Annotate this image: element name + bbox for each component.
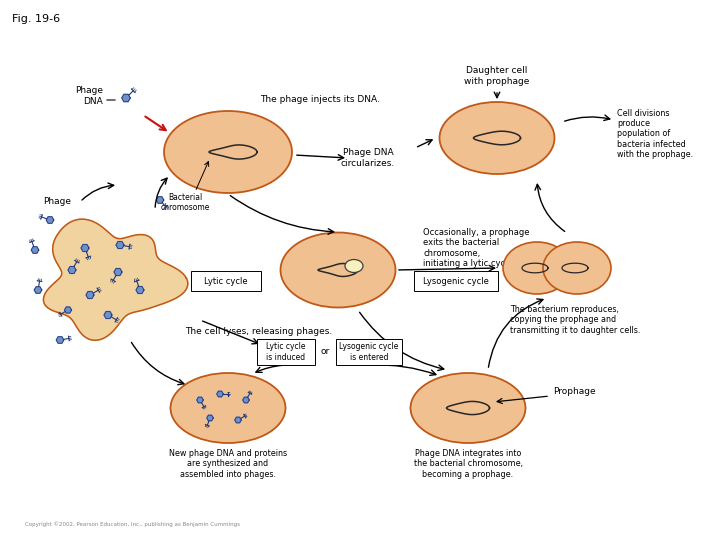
Ellipse shape bbox=[164, 111, 292, 193]
Ellipse shape bbox=[410, 373, 526, 443]
Text: Daughter cell
with prophage: Daughter cell with prophage bbox=[464, 66, 530, 86]
Polygon shape bbox=[43, 219, 188, 340]
Text: Cell divisions
produce
population of
bacteria infected
with the prophage.: Cell divisions produce population of bac… bbox=[617, 109, 693, 159]
Ellipse shape bbox=[281, 233, 395, 307]
Polygon shape bbox=[56, 337, 64, 343]
Polygon shape bbox=[197, 397, 203, 403]
Polygon shape bbox=[46, 217, 54, 223]
Polygon shape bbox=[104, 312, 112, 319]
Text: Occasionally, a prophage
exits the bacterial
chromosome,
initiating a lytic cycl: Occasionally, a prophage exits the bacte… bbox=[423, 228, 529, 268]
FancyBboxPatch shape bbox=[257, 339, 315, 365]
Ellipse shape bbox=[503, 242, 571, 294]
FancyBboxPatch shape bbox=[336, 339, 402, 365]
Polygon shape bbox=[156, 197, 163, 203]
Polygon shape bbox=[31, 247, 39, 253]
Ellipse shape bbox=[171, 373, 286, 443]
Polygon shape bbox=[243, 397, 249, 403]
Polygon shape bbox=[207, 415, 213, 421]
Text: Phage DNA
circularizes.: Phage DNA circularizes. bbox=[341, 148, 395, 168]
Polygon shape bbox=[217, 391, 223, 397]
Polygon shape bbox=[65, 307, 71, 313]
Text: Lysogenic cycle
is entered: Lysogenic cycle is entered bbox=[339, 342, 399, 362]
FancyBboxPatch shape bbox=[414, 271, 498, 291]
Text: Lysogenic cycle: Lysogenic cycle bbox=[423, 276, 489, 286]
Text: The cell lyses, releasing phages.: The cell lyses, releasing phages. bbox=[185, 327, 332, 336]
Text: Phage DNA integrates into
the bacterial chromosome,
becoming a prophage.: Phage DNA integrates into the bacterial … bbox=[413, 449, 523, 479]
Text: Lytic cycle
is induced: Lytic cycle is induced bbox=[266, 342, 306, 362]
Text: Lytic cycle: Lytic cycle bbox=[204, 276, 248, 286]
Polygon shape bbox=[122, 94, 130, 102]
Polygon shape bbox=[136, 287, 144, 293]
Text: The bacterium reproduces,
copying the prophage and
transmitting it to daughter c: The bacterium reproduces, copying the pr… bbox=[510, 305, 640, 335]
Ellipse shape bbox=[439, 102, 554, 174]
Text: Phage: Phage bbox=[43, 198, 71, 206]
FancyBboxPatch shape bbox=[191, 271, 261, 291]
Polygon shape bbox=[114, 268, 122, 275]
Text: or: or bbox=[320, 348, 330, 356]
Text: Copyright ©2002, Pearson Education, Inc., publishing as Benjamin Cummings: Copyright ©2002, Pearson Education, Inc.… bbox=[25, 521, 240, 527]
Polygon shape bbox=[68, 267, 76, 273]
Polygon shape bbox=[116, 241, 124, 248]
Ellipse shape bbox=[345, 260, 363, 273]
Polygon shape bbox=[235, 417, 241, 423]
Text: The phage injects its DNA.: The phage injects its DNA. bbox=[260, 94, 380, 104]
Text: New phage DNA and proteins
are synthesized and
assembled into phages.: New phage DNA and proteins are synthesiz… bbox=[169, 449, 287, 479]
Polygon shape bbox=[35, 287, 42, 293]
Text: Fig. 19-6: Fig. 19-6 bbox=[12, 14, 60, 24]
Text: Phage
DNA: Phage DNA bbox=[75, 86, 103, 106]
Ellipse shape bbox=[543, 242, 611, 294]
Text: Prophage: Prophage bbox=[553, 388, 595, 396]
Polygon shape bbox=[86, 292, 94, 299]
Polygon shape bbox=[81, 245, 89, 252]
Text: Bacterial
chromosome: Bacterial chromosome bbox=[161, 193, 210, 212]
